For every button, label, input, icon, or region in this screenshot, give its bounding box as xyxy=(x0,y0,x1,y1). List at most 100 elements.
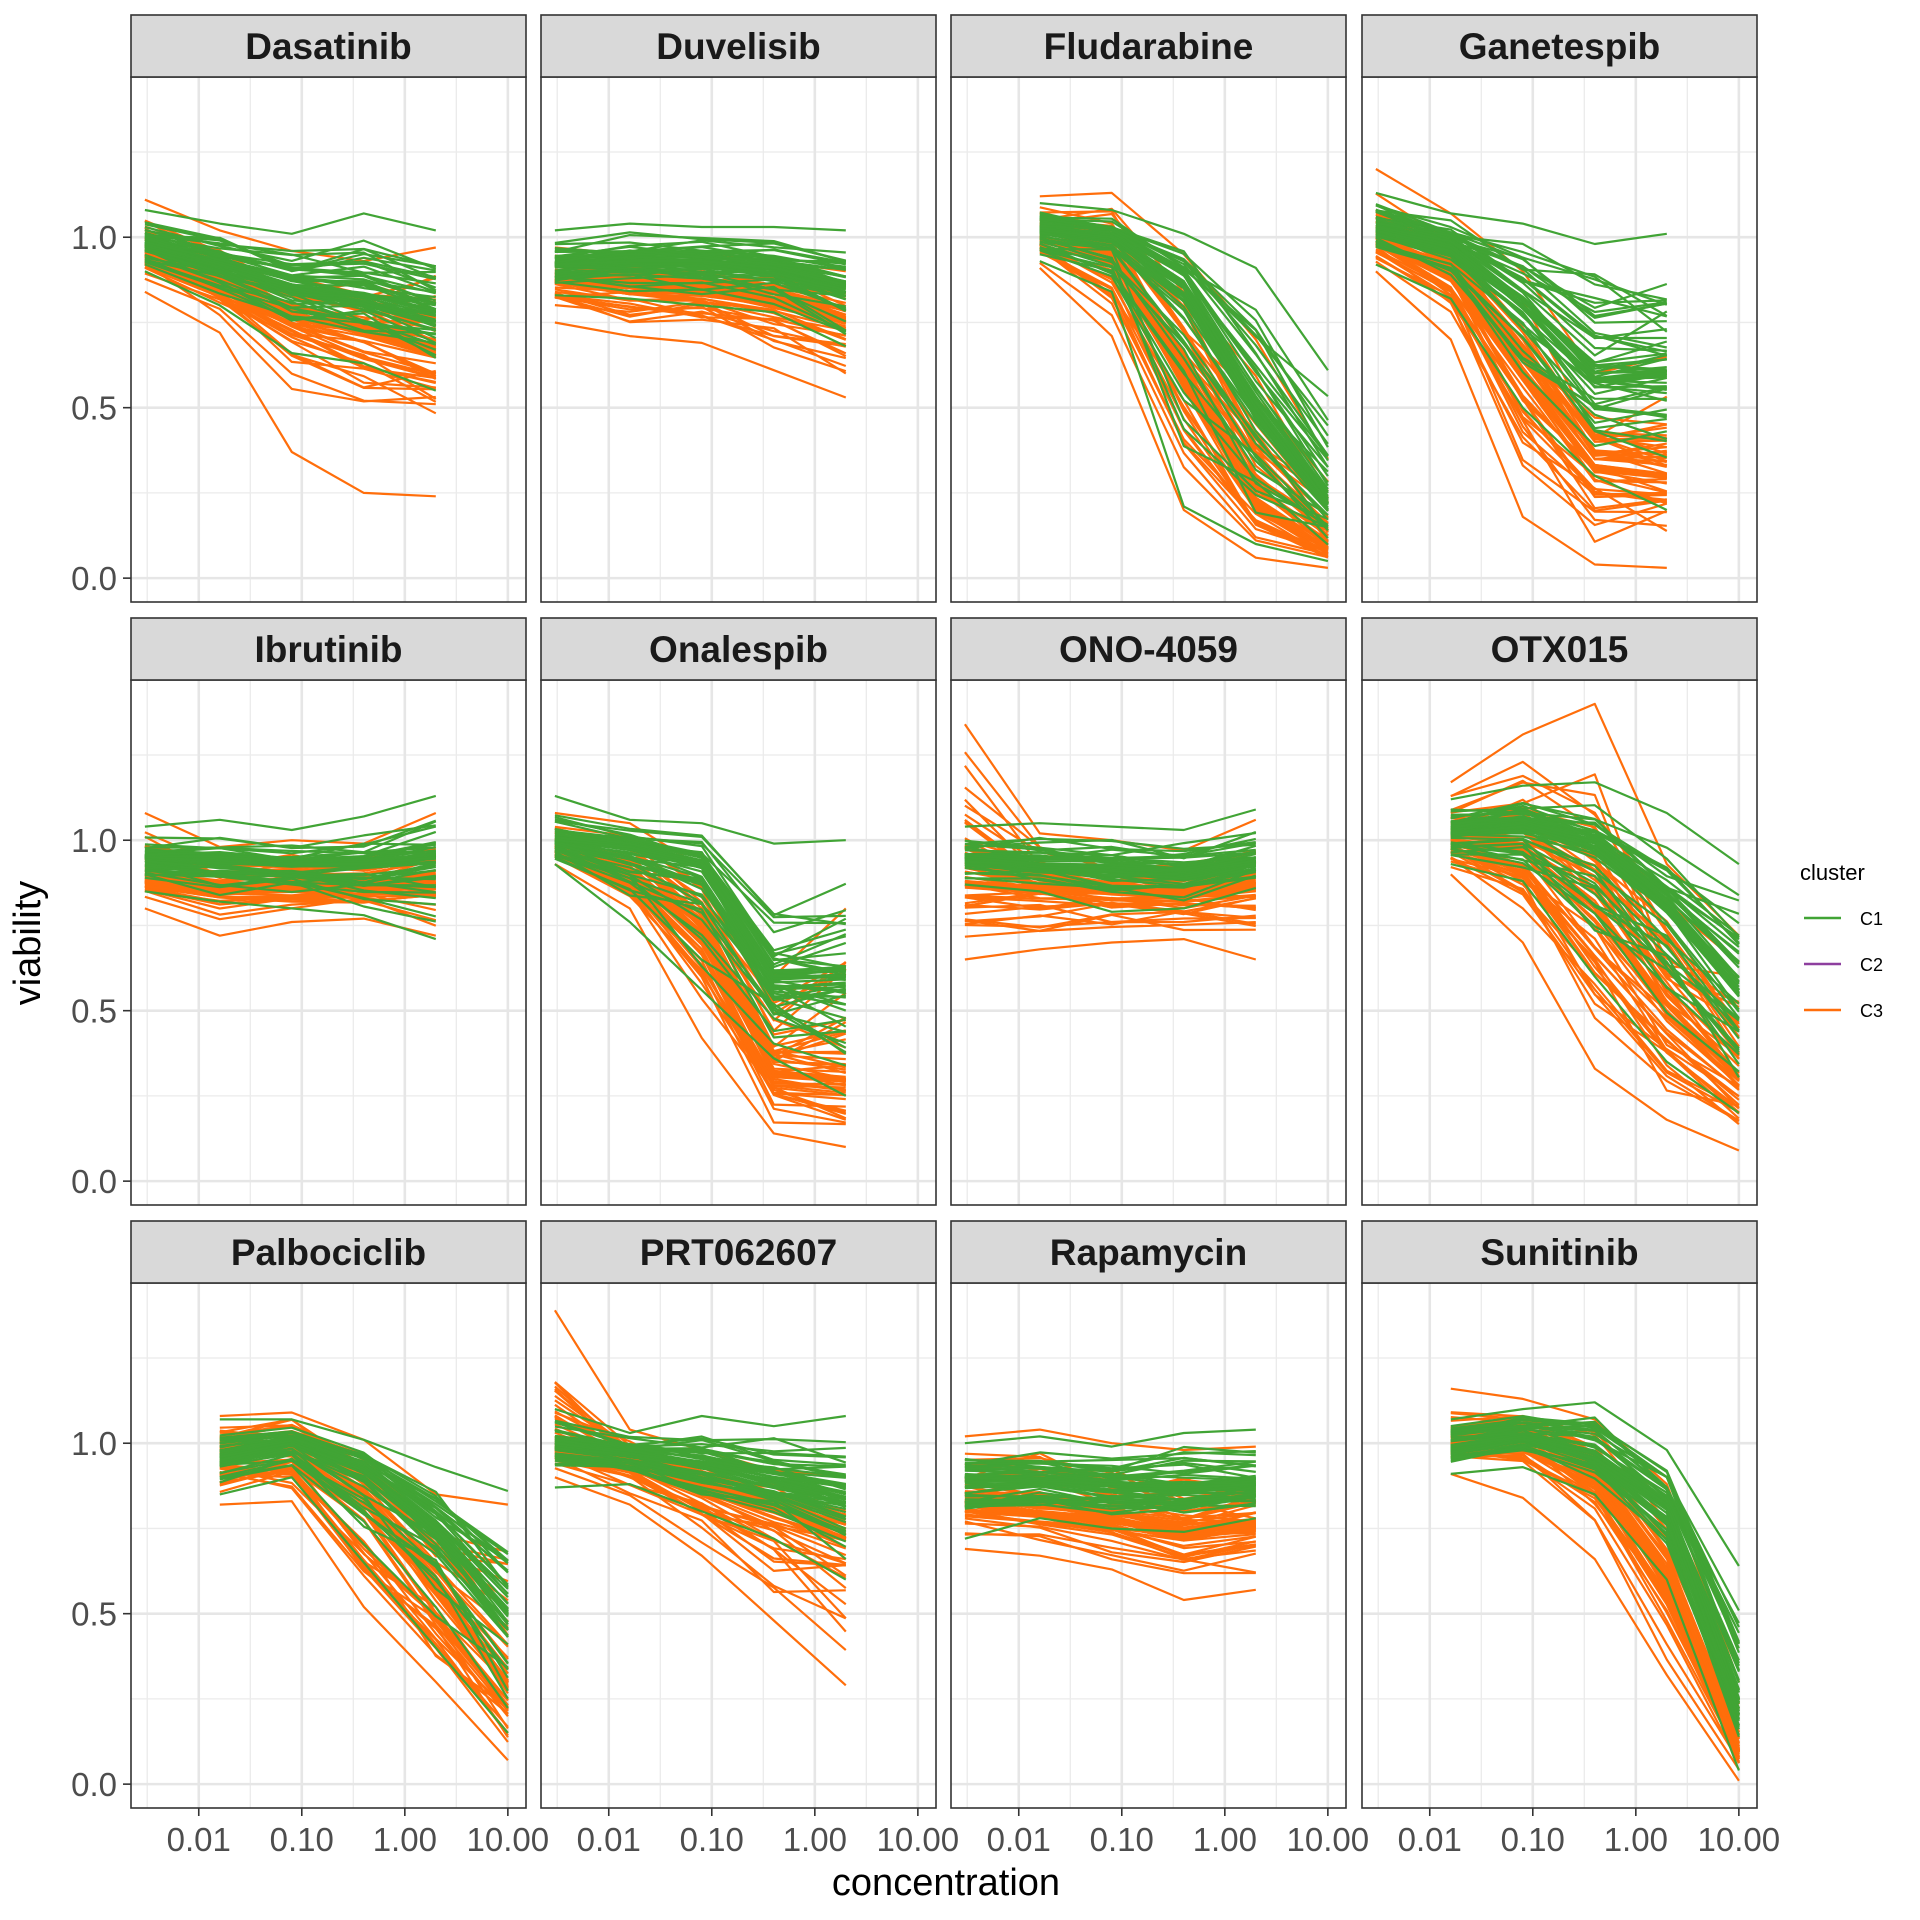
curve-c1 xyxy=(1450,841,1740,1022)
panel-background xyxy=(541,1283,936,1808)
y-axes: 0.0 0.5 1.0 0.0 0.5 1.0 0.0 0.5 1.0 xyxy=(71,219,131,1803)
curve-c1 xyxy=(219,1426,509,1565)
facet-strip xyxy=(1361,617,1758,681)
curve-c1 xyxy=(144,247,437,318)
x-axis-title: concentration xyxy=(832,1862,1060,1904)
curve-c1 xyxy=(554,836,846,974)
curve-c1 xyxy=(1375,226,1667,373)
curve-c1-median xyxy=(1375,229,1667,382)
curve-c1 xyxy=(554,1446,846,1501)
curve-c3 xyxy=(1039,247,1329,556)
y-tick-label: 0.0 xyxy=(71,560,117,597)
curve-c1 xyxy=(964,1462,1256,1475)
curve-c1-median xyxy=(219,1442,509,1615)
curve-c1 xyxy=(1450,853,1740,1033)
facet-strip xyxy=(540,617,937,681)
curve-c3-lower xyxy=(1039,267,1329,569)
curve-c1 xyxy=(964,1487,1256,1506)
curve-c3-lower xyxy=(1450,873,1740,1152)
curve-c1 xyxy=(1039,231,1329,510)
curve-c1 xyxy=(554,1462,847,1536)
curve-c1 xyxy=(1039,217,1329,456)
curve-c1 xyxy=(219,1453,509,1671)
curve-c1 xyxy=(144,865,436,881)
facet-strip xyxy=(950,14,1347,78)
curves xyxy=(219,1411,509,1762)
panel-background xyxy=(1362,77,1757,602)
curve-c1 xyxy=(554,264,847,293)
x-tick-label: 0.01 xyxy=(577,1821,641,1858)
curve-c1 xyxy=(964,1495,1256,1511)
facet-panel: Onalespib xyxy=(540,617,937,1206)
curve-c1 xyxy=(554,854,846,1033)
curve-c1 xyxy=(554,249,846,271)
curve-c3 xyxy=(1039,262,1329,559)
facet-strip-label: Duvelisib xyxy=(656,26,821,67)
facet-panel: PRT062607 xyxy=(540,1220,937,1809)
curve-c1-upper xyxy=(219,1418,509,1493)
y-tick-label: 0.5 xyxy=(71,390,117,427)
facet-strip-label: OTX015 xyxy=(1491,629,1629,670)
curve-c1-upper xyxy=(1450,1401,1740,1567)
curve-c1 xyxy=(1450,801,1740,925)
facet-strip xyxy=(130,1220,527,1284)
legend-label: C3 xyxy=(1860,1001,1883,1021)
curve-c1-median xyxy=(964,1476,1256,1489)
curves xyxy=(553,1309,847,1687)
curve-c1 xyxy=(554,1428,846,1468)
curve-c1 xyxy=(144,873,436,894)
curves xyxy=(1450,1387,1740,1782)
facet-panel: Fludarabine xyxy=(950,14,1347,603)
curve-c3 xyxy=(554,1462,847,1620)
curves xyxy=(1039,191,1329,569)
curve-c1 xyxy=(1450,1432,1740,1661)
curve-c1 xyxy=(219,1447,509,1646)
facet-strip xyxy=(1361,14,1758,78)
curve-c1 xyxy=(144,871,436,894)
curve-c1 xyxy=(964,1500,1256,1514)
curve-c1-lower xyxy=(554,863,847,1097)
legend-title: cluster xyxy=(1800,860,1865,885)
curve-c1 xyxy=(1450,848,1740,1073)
curve-c3 xyxy=(1375,240,1667,496)
curve-c1 xyxy=(1450,833,1740,998)
curve-c1 xyxy=(1375,222,1667,340)
curve-c1 xyxy=(1039,253,1329,528)
facet-strip-label: Rapamycin xyxy=(1050,1232,1247,1273)
curve-c3 xyxy=(1450,866,1740,1114)
curve-c3 xyxy=(1450,847,1740,1120)
curve-c1 xyxy=(554,841,846,988)
curve-c1 xyxy=(1375,204,1668,301)
curve-c1-lower xyxy=(144,270,437,392)
curve-c3 xyxy=(554,296,846,346)
curve-c1 xyxy=(219,1443,509,1616)
curve-c1 xyxy=(964,866,1256,892)
panels: Dasatinib Duvelisib Fludarabine Ganetespib I… xyxy=(130,14,1758,1809)
curve-c1-median xyxy=(554,1442,847,1496)
curve-c1 xyxy=(964,1485,1256,1505)
curve-c3 xyxy=(964,1504,1256,1540)
legend: cluster C1 C2 C3 xyxy=(1800,860,1883,1021)
curve-c1 xyxy=(1375,203,1667,318)
curve-c1 xyxy=(219,1464,509,1709)
curve-c1 xyxy=(144,228,437,280)
x-axes: 0.01 0.10 1.00 10.00 0.01 0.10 1.00 10.00 0.01 0.… xyxy=(167,1808,1780,1858)
curve-c1 xyxy=(554,820,847,934)
curve-c1 xyxy=(554,844,846,1006)
curve-c1 xyxy=(144,240,437,302)
curve-c3-median xyxy=(964,1500,1256,1533)
y-tick-label: 1.0 xyxy=(71,219,117,256)
curve-c1 xyxy=(554,842,847,1012)
x-tick-label: 0.01 xyxy=(167,1821,231,1858)
curve-c3 xyxy=(554,1450,847,1577)
curve-c1 xyxy=(144,253,436,344)
curve-c1-median xyxy=(1450,1435,1740,1700)
curve-c1 xyxy=(219,1457,509,1700)
facet-panel: Dasatinib xyxy=(130,14,527,603)
curve-c1 xyxy=(554,852,847,1067)
curve-c1 xyxy=(144,234,436,274)
curve-c1 xyxy=(1375,243,1668,441)
curve-c1 xyxy=(1039,246,1329,529)
curve-c3 xyxy=(964,910,1256,929)
curve-c1 xyxy=(1450,1420,1740,1634)
